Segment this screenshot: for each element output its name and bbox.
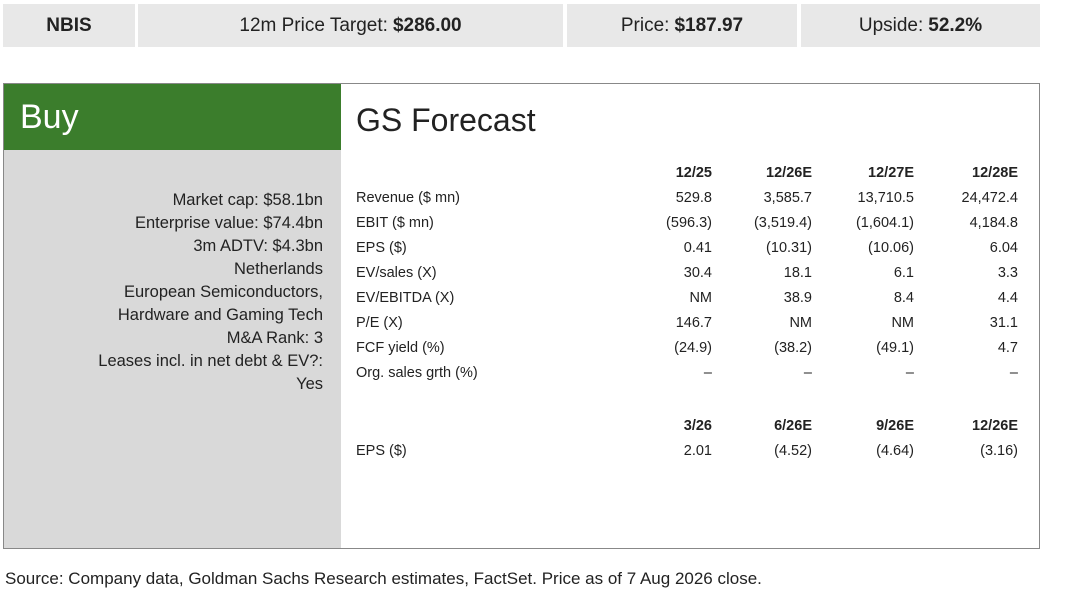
cell-value: (4.64) [876, 443, 914, 459]
source: Source: Company data, Goldman Sachs Rese… [5, 569, 762, 588]
cell-value: 31.1 [989, 315, 1018, 331]
cell-value: 8.4 [893, 290, 914, 306]
cell-value: 6.1 [893, 265, 914, 281]
forecast-title: GS Forecast [356, 102, 536, 138]
column-header: 12/25 [675, 165, 712, 181]
cell-value: (38.2) [774, 340, 812, 356]
cell-value: NM [789, 315, 812, 331]
row-label: Org. sales grth (%) [356, 365, 478, 381]
row-label: EV/EBITDA (X) [356, 290, 455, 306]
cell-value: 529.8 [675, 190, 712, 206]
profile-line: Netherlands [234, 260, 323, 278]
upside: Upside: 52.2% [801, 4, 1040, 47]
value: 52.2% [928, 14, 983, 36]
cell-value: 6.04 [989, 240, 1018, 256]
cell-value: 38.9 [783, 290, 812, 306]
cell-value: 30.4 [683, 265, 712, 281]
cell-value: – [703, 365, 712, 381]
cell-value: 3,585.7 [763, 190, 812, 206]
cell-value: – [905, 365, 914, 381]
profile-line: 3m ADTV: $4.3bn [193, 237, 323, 255]
profile-line: Leases incl. in net debt & EV?: [98, 352, 323, 370]
cell-value: – [1009, 365, 1018, 381]
price: Price: $187.97 [567, 4, 797, 47]
cell-value: (10.31) [766, 240, 812, 256]
cell-value: (10.06) [868, 240, 914, 256]
cell-value: 3.3 [997, 265, 1018, 281]
cell-value: (596.3) [666, 215, 712, 231]
column-header: 6/26E [774, 418, 812, 434]
cell-value: NM [891, 315, 914, 331]
cell-value: 0.41 [683, 240, 712, 256]
profile-line: European Semiconductors, [123, 283, 323, 301]
cell-value: 4,184.8 [969, 215, 1018, 231]
row-label: FCF yield (%) [356, 340, 445, 356]
row-label: EV/sales (X) [356, 265, 437, 281]
column-header: 3/26 [683, 418, 712, 434]
profile-line: M&A Rank: 3 [226, 329, 323, 347]
cell-value: 4.7 [997, 340, 1018, 356]
cell-value: 2.01 [683, 443, 712, 459]
row-label: P/E (X) [356, 315, 403, 331]
column-header: 12/28E [972, 165, 1018, 181]
column-header: 12/26E [766, 165, 812, 181]
label: Upside: [858, 14, 924, 36]
cell-value: NM [689, 290, 712, 306]
ticker: NBIS [3, 4, 135, 47]
rating: Buy [4, 84, 341, 150]
cell-value: (49.1) [876, 340, 914, 356]
cell-value: 4.4 [997, 290, 1018, 306]
label: 12m Price Target: [239, 14, 388, 36]
profile-line: Hardware and Gaming Tech [117, 306, 323, 324]
cell-value: (24.9) [674, 340, 712, 356]
row-label: EBIT ($ mn) [356, 215, 434, 231]
cell-value: (3,519.4) [753, 215, 812, 231]
profile-line: Yes [296, 375, 323, 393]
price-target: 12m Price Target: $286.00 [138, 4, 563, 47]
cell-value: 24,472.4 [961, 190, 1018, 206]
cell-value: 13,710.5 [857, 190, 914, 206]
column-header: 9/26E [876, 418, 914, 434]
cell-value: (1,604.1) [855, 215, 914, 231]
cell-value: (4.52) [774, 443, 812, 459]
profile-line: Market cap: $58.1bn [172, 191, 323, 209]
cell-value: 146.7 [675, 315, 712, 331]
column-header: 12/27E [868, 165, 914, 181]
row-label: Revenue ($ mn) [356, 190, 460, 206]
row-label: EPS ($) [356, 240, 407, 256]
row-label: EPS ($) [356, 443, 407, 459]
cell-value: – [803, 365, 812, 381]
profile-line: Enterprise value: $74.4bn [134, 214, 323, 232]
summary-box: Buy Market cap: $58.1bn Enterprise value:… [3, 83, 1040, 549]
value: $187.97 [674, 14, 744, 36]
cell-value: (3.16) [980, 443, 1018, 459]
label: Price: [620, 14, 670, 36]
column-header: 12/26E [972, 418, 1018, 434]
value: $286.00 [392, 14, 462, 36]
cell-value: 18.1 [783, 265, 812, 281]
profile-panel: Buy Market cap: $58.1bn Enterprise value:… [4, 84, 341, 548]
